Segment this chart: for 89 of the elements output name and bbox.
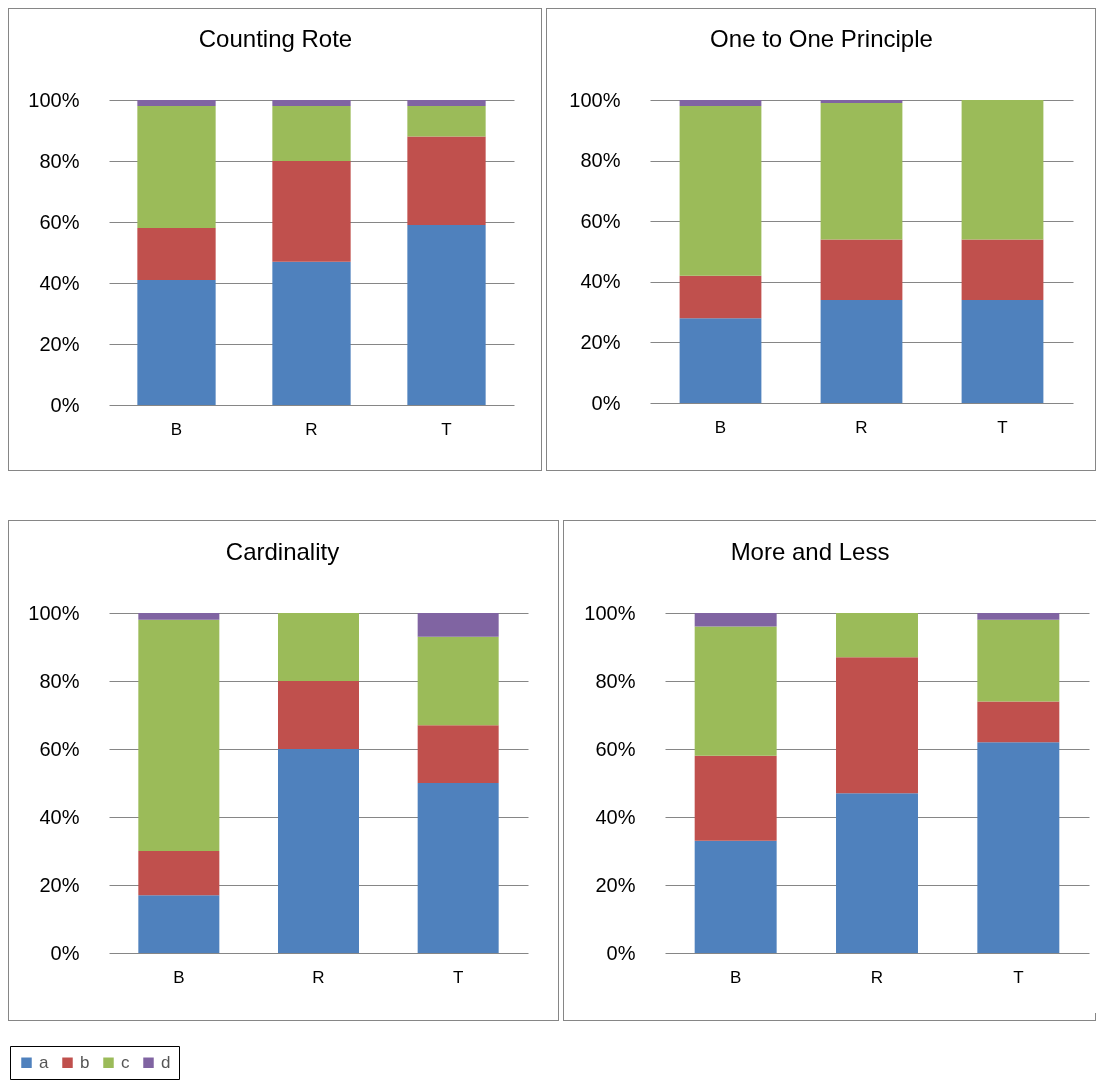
bar	[278, 613, 359, 681]
bar	[961, 239, 1044, 300]
y-tick-label: 100%	[569, 88, 621, 111]
bar	[407, 136, 486, 226]
bar	[694, 840, 777, 953]
x-tick-label: T	[452, 967, 464, 987]
legend-label: d	[161, 1052, 171, 1072]
bar	[679, 275, 762, 319]
legend-label: b	[80, 1052, 90, 1072]
chart-title: One to One Principle	[710, 25, 933, 52]
bar	[272, 100, 351, 107]
legend-label: a	[39, 1052, 49, 1072]
bar	[820, 100, 903, 104]
x-tick-label: R	[312, 967, 325, 987]
bar	[977, 701, 1060, 743]
x-tick-label: B	[729, 967, 742, 987]
y-tick-label: 20%	[39, 332, 80, 355]
bar	[694, 626, 777, 756]
bar	[272, 106, 351, 161]
y-tick-label: 0%	[606, 941, 636, 964]
bar	[961, 100, 1044, 240]
y-tick-label: 20%	[580, 330, 621, 353]
y-tick-label: 40%	[595, 805, 636, 828]
chart-title: More and Less	[730, 538, 890, 565]
chart-title: Cardinality	[225, 538, 340, 565]
y-tick-label: 60%	[39, 737, 80, 760]
bar	[694, 613, 777, 627]
bar	[679, 318, 762, 403]
x-tick-label: B	[173, 967, 185, 987]
bar	[138, 619, 220, 851]
bar	[407, 100, 486, 107]
bar	[694, 755, 777, 841]
y-tick-label: 80%	[580, 149, 621, 172]
x-tick-label: T	[997, 417, 1008, 437]
x-tick-label: R	[870, 967, 884, 987]
x-tick-label: T	[441, 419, 452, 439]
bar	[272, 261, 351, 405]
bar	[272, 161, 351, 262]
x-tick-label: R	[855, 417, 868, 437]
bar	[417, 636, 499, 726]
bar	[407, 106, 486, 137]
y-tick-label: 0%	[591, 391, 621, 414]
bar	[836, 613, 918, 658]
y-tick-label: 20%	[39, 873, 80, 896]
bar	[137, 106, 216, 229]
bar	[138, 613, 220, 620]
bar	[138, 851, 220, 896]
bar	[977, 619, 1060, 702]
bar	[137, 279, 216, 405]
y-tick-label: 60%	[39, 210, 80, 233]
bar	[417, 725, 499, 783]
y-tick-label: 60%	[595, 737, 636, 760]
bar	[961, 299, 1044, 403]
bar	[137, 100, 216, 107]
bar	[836, 657, 918, 794]
x-tick-label: B	[714, 417, 727, 437]
bar	[138, 895, 220, 953]
bar	[679, 106, 762, 276]
y-tick-label: 100%	[28, 601, 80, 624]
bar	[820, 239, 903, 300]
y-tick-label: 0%	[50, 393, 80, 416]
y-tick-label: 80%	[39, 669, 80, 692]
chart-title: Counting Rote	[198, 25, 353, 52]
y-tick-label: 20%	[595, 873, 636, 896]
bar	[679, 100, 762, 107]
y-tick-label: 40%	[580, 270, 621, 293]
y-tick-label: 100%	[28, 88, 80, 111]
y-tick-label: 80%	[39, 149, 80, 172]
bar	[407, 225, 486, 405]
y-tick-label: 80%	[595, 669, 636, 692]
bar	[977, 613, 1060, 620]
legend-label: c	[121, 1052, 130, 1072]
bar	[417, 783, 499, 953]
x-tick-label: B	[170, 419, 183, 439]
bar	[820, 299, 903, 403]
y-tick-label: 60%	[580, 209, 621, 232]
bar	[977, 742, 1060, 953]
bar	[137, 228, 216, 280]
bar	[836, 793, 918, 953]
x-tick-label: R	[305, 419, 318, 439]
bar	[278, 749, 359, 953]
bar	[820, 103, 903, 240]
x-tick-label: T	[1013, 967, 1024, 987]
y-tick-label: 0%	[50, 941, 80, 964]
y-tick-label: 40%	[39, 271, 80, 294]
y-tick-label: 40%	[39, 805, 80, 828]
y-tick-label: 100%	[584, 601, 636, 624]
bar	[278, 681, 359, 749]
bar	[417, 613, 499, 637]
